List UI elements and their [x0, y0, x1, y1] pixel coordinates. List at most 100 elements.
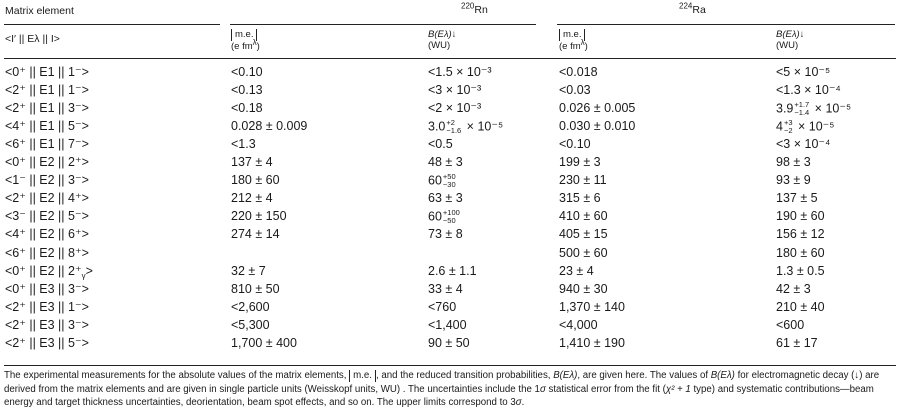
header-matrix-element: Matrix element — [5, 5, 74, 17]
cell-matrix-element: <4⁺ || E2 || 6⁺> — [5, 227, 89, 242]
cell-ra-me: <0.10 — [559, 137, 591, 152]
cell-rn-me: 220 ± 150 — [231, 209, 287, 224]
table-row: <2⁺ || E3 || 1⁻> <2,600 <760 1,370 ± 140 210… — [0, 300, 900, 315]
cell-rn-me: <5,300 — [231, 317, 270, 332]
cell-matrix-element: <1⁻ || E2 || 3⁻> — [5, 173, 89, 188]
table-row: <6⁺ || E2 || 8⁺> 500 ± 60 180 ± 60 — [0, 246, 900, 261]
cell-rn-me: <0.18 — [231, 101, 263, 116]
cell-rn-b: 73 ± 8 — [428, 227, 463, 242]
cell-rn-b: <2 × 10⁻³ — [428, 101, 482, 116]
cell-ra-me: 940 ± 30 — [559, 281, 608, 296]
asym-error: +2 −1.6 — [446, 118, 462, 136]
header-rn-me: m.e. (e fmλ) — [231, 29, 260, 52]
header-rule-ra — [557, 24, 895, 25]
cell-rn-me: <2,600 — [231, 299, 270, 314]
cell-rn-me: <0.13 — [231, 83, 263, 98]
cell-rn-b: <3 × 10⁻³ — [428, 83, 482, 98]
cell-ra-b: 180 ± 60 — [776, 245, 825, 260]
cell-matrix-element: <6⁺ || E2 || 8⁺> — [5, 245, 89, 260]
ra-label: Ra — [692, 4, 706, 16]
cell-ra-b: <600 — [776, 317, 805, 332]
header-ra: 224Ra — [679, 1, 706, 16]
cell-ra-b: 137 ± 5 — [776, 191, 818, 206]
cell-ra-me: 0.030 ± 0.010 — [559, 119, 636, 134]
cell-ra-b: 156 ± 12 — [776, 227, 825, 242]
cell-ra-me: 1,370 ± 140 — [559, 299, 625, 314]
cell-ra-me: 1,410 ± 190 — [559, 335, 625, 350]
table-row: <2⁺ || E1 || 1⁻> <0.13 <3 × 10⁻³ <0.03 <1.3 … — [0, 83, 900, 98]
asym-error: +3 −2 — [783, 118, 793, 136]
cell-rn-me: 1,700 ± 400 — [231, 335, 297, 350]
cell-ra-b: <3 × 10⁻⁴ — [776, 137, 831, 152]
cell-rn-me: 274 ± 14 — [231, 227, 280, 242]
table-row: <0⁺ || E1 || 1⁻> <0.10 <1.5 × 10⁻³ <0.018 <5… — [0, 65, 900, 80]
asym-error: +50 −30 — [442, 172, 456, 190]
cell-matrix-element: <0⁺ || E1 || 1⁻> — [5, 65, 89, 79]
cell-ra-me: <4,000 — [559, 317, 598, 332]
cell-matrix-element: <2⁺ || E3 || 3⁻> — [5, 317, 89, 332]
cell-matrix-element: <2⁺ || E1 || 3⁻> — [5, 101, 89, 116]
cell-rn-me: 137 ± 4 — [231, 155, 273, 170]
cell-matrix-element: <2⁺ || E3 || 1⁻> — [5, 299, 89, 314]
table-row: <4⁺ || E1 || 5⁻> 0.028 ± 0.009 3.0 +2 −1.6 ×… — [0, 118, 900, 136]
table-row: <1⁻ || E2 || 3⁻> 180 ± 60 60 +50 −30 230 ± 11… — [0, 172, 900, 190]
cell-rn-me: 810 ± 50 — [231, 281, 280, 296]
cell-rn-b: 2.6 ± 1.1 — [428, 263, 477, 278]
cell-rn-me: 0.028 ± 0.009 — [231, 119, 308, 134]
cell-matrix-element: <2⁺ || E1 || 1⁻> — [5, 83, 89, 98]
cell-matrix-element: <0⁺ || E2 || 2⁺> — [5, 155, 89, 170]
cell-rn-me: 32 ± 7 — [231, 263, 266, 278]
cell-rn-me: 180 ± 60 — [231, 173, 280, 188]
cell-ra-b: <1.3 × 10⁻⁴ — [776, 83, 841, 98]
cell-ra-me: <0.018 — [559, 65, 598, 79]
cell-matrix-element: <4⁺ || E1 || 5⁻> — [5, 119, 89, 134]
ra-mass: 224 — [679, 1, 693, 11]
table-row: <0⁺ || E3 || 3⁻> 810 ± 50 33 ± 4 940 ± 30 42… — [0, 282, 900, 297]
cell-ra-b: 210 ± 40 — [776, 299, 825, 314]
cell-rn-b: 90 ± 50 — [428, 335, 470, 350]
cell-ra-me: 23 ± 4 — [559, 263, 594, 278]
cell-ra-me: 405 ± 15 — [559, 227, 608, 242]
cell-matrix-element: <6⁺ || E1 || 7⁻> — [5, 137, 89, 152]
header-rule-rn — [230, 24, 536, 25]
cell-rn-b: <760 — [428, 299, 457, 314]
table-row: <2⁺ || E3 || 3⁻> <5,300 <1,400 <4,000 <600 — [0, 318, 900, 333]
table-row: <0⁺ || E2 || 2⁺> 137 ± 4 48 ± 3 199 ± 3 98 ±… — [0, 155, 900, 170]
cell-rn-b: 48 ± 3 — [428, 155, 463, 170]
cell-matrix-element: <3⁻ || E2 || 5⁻> — [5, 209, 89, 224]
header-rule-left — [4, 24, 220, 25]
cell-ra-b: 98 ± 3 — [776, 155, 811, 170]
table-row: <2⁺ || E3 || 5⁻> 1,700 ± 400 90 ± 50 1,410 … — [0, 336, 900, 351]
cell-ra-b: <5 × 10⁻⁵ — [776, 65, 831, 79]
cell-ra-me: 500 ± 60 — [559, 245, 608, 260]
rn-mass: 220 — [461, 1, 475, 11]
rn-label: Rn — [474, 4, 488, 16]
header-rn-b: B(Eλ)↓ (WU) — [428, 29, 457, 51]
cell-matrix-element: <2⁺ || E2 || 4⁺> — [5, 191, 89, 206]
table-row: <6⁺ || E1 || 7⁻> <1.3 <0.5 <0.10 <3 × 10⁻⁴ — [0, 137, 900, 152]
cell-rn-b: <1,400 — [428, 317, 467, 332]
cell-ra-me: <0.03 — [559, 83, 591, 98]
cell-rn-b: <1.5 × 10⁻³ — [428, 65, 492, 79]
table-row: <2⁺ || E2 || 4⁺> 212 ± 4 63 ± 3 315 ± 6 137 … — [0, 191, 900, 206]
cell-rn-me: <0.10 — [231, 65, 263, 79]
asym-error: +100 −50 — [442, 208, 460, 226]
table-row: <0⁺ || E2 || 2⁺γ> 32 ± 7 2.6 ± 1.1 23 ± 4 1.… — [0, 263, 900, 280]
cell-ra-b: 61 ± 17 — [776, 335, 818, 350]
header-operator: <I′ || Eλ || I> — [5, 33, 60, 45]
table-row: <3⁻ || E2 || 5⁻> 220 ± 150 60 +100 −50 410 ± … — [0, 208, 900, 226]
cell-ra-me: 0.026 ± 0.005 — [559, 101, 636, 116]
cell-ra-me: 410 ± 60 — [559, 209, 608, 224]
cell-rn-b: 63 ± 3 — [428, 191, 463, 206]
cell-rn-b: 33 ± 4 — [428, 281, 463, 296]
cell-ra-me: 230 ± 11 — [559, 173, 607, 188]
cell-ra-b: 4 +3 −2 × 10⁻⁵ — [776, 118, 835, 136]
table-footnote: The experimental measurements for the ab… — [4, 370, 880, 408]
cell-ra-b: 1.3 ± 0.5 — [776, 263, 825, 278]
asym-error: +1.7 −1.4 — [794, 100, 810, 118]
cell-matrix-element: <2⁺ || E3 || 5⁻> — [5, 335, 89, 350]
cell-rn-b: 3.0 +2 −1.6 × 10⁻⁵ — [428, 118, 504, 136]
cell-rn-me: 212 ± 4 — [231, 191, 273, 206]
cell-ra-me: 199 ± 3 — [559, 155, 601, 170]
